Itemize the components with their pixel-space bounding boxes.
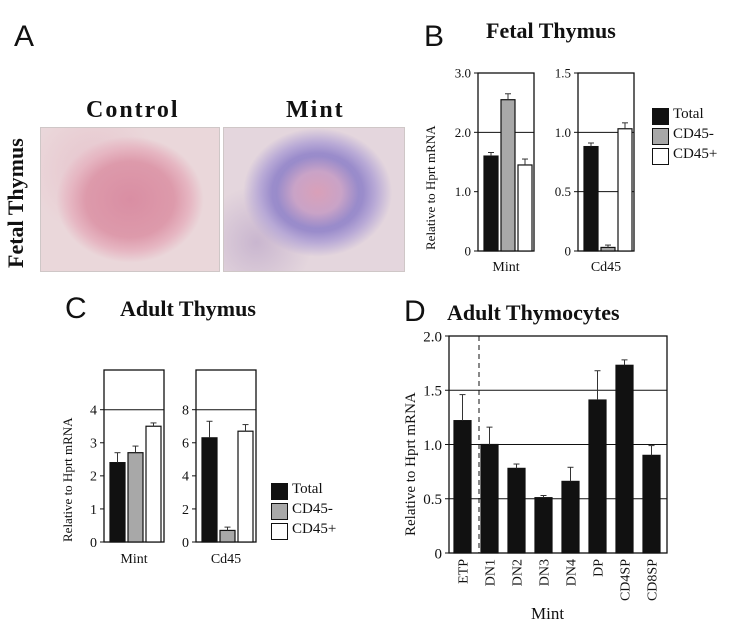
b-cd45-tick-label: 1.0 bbox=[555, 125, 571, 140]
d-thymocytes-bar bbox=[480, 443, 499, 554]
b-cd45-tick-label: 1.5 bbox=[555, 66, 571, 81]
panel-c-title: Adult Thymus bbox=[120, 296, 256, 321]
c-mint-bar bbox=[109, 462, 126, 543]
b-cd45-x-label: Cd45 bbox=[591, 260, 621, 275]
d-thymocytes-bar bbox=[534, 497, 553, 554]
d-thymocytes-category-label: CD4SP bbox=[619, 559, 634, 601]
c-mint-tick-label: 4 bbox=[90, 404, 97, 419]
control-micrograph-image bbox=[40, 127, 220, 272]
d-thymocytes-tick-label: 0.5 bbox=[423, 492, 442, 508]
legend-b-label-cd45pos: CD45+ bbox=[673, 146, 718, 162]
b-cd45-bar bbox=[617, 128, 633, 252]
legend-c-label-total: Total bbox=[292, 481, 323, 497]
panel-b-title: Fetal Thymus bbox=[486, 18, 616, 43]
panel-letter-a: A bbox=[14, 20, 35, 53]
c-mint-tick-label: 1 bbox=[90, 503, 97, 518]
d-thymocytes-bar bbox=[507, 467, 526, 554]
c-cd45-tick-label: 8 bbox=[182, 404, 189, 419]
b-mint-tick-label: 0 bbox=[465, 244, 472, 259]
c-cd45-tick-label: 2 bbox=[182, 503, 189, 518]
b-cd45-bar bbox=[600, 246, 616, 252]
micrograph-label-control: Control bbox=[86, 97, 180, 123]
c-mint-bar bbox=[145, 425, 162, 543]
panel-d-xlabel: Mint bbox=[531, 604, 565, 623]
panel-letter-b: B bbox=[424, 20, 445, 53]
c-mint-tick-label: 3 bbox=[90, 437, 97, 452]
c-cd45-tick-label: 4 bbox=[182, 470, 189, 485]
b-cd45-bar bbox=[583, 145, 599, 252]
legend-c-swatch-total bbox=[271, 483, 288, 500]
d-thymocytes-category-label: CD8SP bbox=[646, 559, 661, 601]
legend-b-swatch-cd45neg bbox=[652, 128, 669, 145]
b-cd45-tick-label: 0 bbox=[565, 244, 572, 259]
legend-c-label-cd45neg: CD45- bbox=[292, 501, 333, 517]
d-thymocytes-category-label: DN2 bbox=[511, 559, 526, 586]
d-thymocytes-bar bbox=[588, 399, 607, 554]
mint-micrograph-image bbox=[223, 127, 405, 272]
micrograph-label-mint: Mint bbox=[286, 97, 345, 123]
c-mint-tick-label: 2 bbox=[90, 470, 97, 485]
legend-c-swatch-cd45neg bbox=[271, 503, 288, 520]
d-thymocytes-tick-label: 0 bbox=[435, 546, 443, 562]
c-cd45-tick-label: 0 bbox=[182, 536, 189, 551]
panel-d-title: Adult Thymocytes bbox=[447, 300, 620, 325]
b-mint-bar bbox=[500, 99, 516, 252]
d-thymocytes-bar bbox=[615, 364, 634, 554]
c-cd45-bar bbox=[237, 430, 254, 543]
c-cd45-x-label: Cd45 bbox=[211, 552, 241, 567]
c-mint-bar bbox=[127, 452, 144, 543]
c-cd45-bar bbox=[219, 529, 236, 543]
legend-b-label-total: Total bbox=[673, 106, 704, 122]
legend-c-label-cd45pos: CD45+ bbox=[292, 521, 337, 537]
b-mint-tick-label: 1.0 bbox=[455, 184, 471, 199]
d-thymocytes-bar bbox=[453, 420, 472, 554]
b-mint-tick-label: 3.0 bbox=[455, 66, 471, 81]
legend-b-swatch-cd45pos bbox=[652, 148, 669, 165]
c-mint-tick-label: 0 bbox=[90, 536, 97, 551]
d-thymocytes-tick-label: 2.0 bbox=[423, 329, 442, 345]
legend-b-swatch-total bbox=[652, 108, 669, 125]
d-thymocytes-tick-label: 1.5 bbox=[423, 384, 442, 400]
panel-letter-d: D bbox=[404, 295, 426, 328]
c-mint-x-label: Mint bbox=[120, 552, 147, 567]
d-thymocytes-category-label: DN1 bbox=[484, 559, 499, 586]
d-thymocytes-bar bbox=[561, 480, 580, 554]
b-mint-tick-label: 2.0 bbox=[455, 125, 471, 140]
b-cd45-tick-label: 0.5 bbox=[555, 184, 571, 199]
legend-c-swatch-cd45pos bbox=[271, 523, 288, 540]
d-thymocytes-category-label: DN4 bbox=[565, 559, 580, 586]
d-thymocytes-bar bbox=[642, 454, 661, 554]
b-mint-bar bbox=[483, 155, 499, 252]
panel-letter-c: C bbox=[65, 292, 87, 325]
c-cd45-tick-label: 6 bbox=[182, 437, 189, 452]
d-thymocytes-category-label: DN3 bbox=[538, 559, 553, 586]
b-mint-bar bbox=[517, 164, 533, 252]
d-thymocytes-tick-label: 1.0 bbox=[423, 438, 442, 454]
c-cd45-bar bbox=[201, 437, 218, 543]
legend-b-label-cd45neg: CD45- bbox=[673, 126, 714, 142]
d-thymocytes-category-label: ETP bbox=[457, 559, 472, 584]
d-thymocytes-category-label: DP bbox=[592, 559, 607, 577]
b-mint-x-label: Mint bbox=[492, 260, 519, 275]
